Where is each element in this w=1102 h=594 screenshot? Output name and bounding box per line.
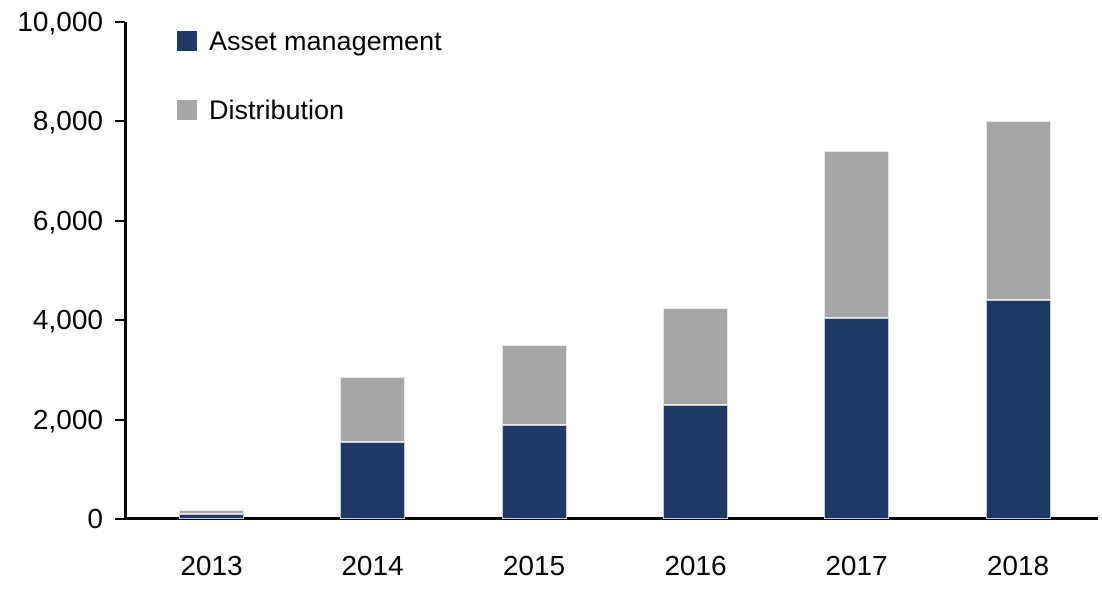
y-axis-label-6-000: 6,000	[32, 204, 103, 236]
bar-segment-2017-distribution	[824, 151, 889, 318]
bar-segment-2018-distribution	[985, 121, 1051, 301]
y-axis-label-10-000: 10,000	[17, 6, 103, 37]
y-axis-tick-2-000	[115, 418, 125, 421]
y-axis-tick-8-000	[115, 120, 125, 123]
legend-label-distribution: Distribution	[209, 94, 345, 125]
y-axis-label-8-000: 8,000	[32, 105, 103, 137]
y-axis-label-0: 0	[87, 503, 103, 534]
x-axis-label-2015: 2015	[502, 550, 566, 581]
x-axis-line	[124, 517, 1098, 520]
legend-label-asset-management: Asset management	[209, 25, 442, 56]
y-axis-tick-6-000	[115, 219, 125, 222]
bar-segment-2013-distribution	[179, 510, 244, 515]
x-axis-label-2016: 2016	[664, 550, 727, 581]
x-axis-label-2013: 2013	[180, 550, 243, 581]
legend-item-asset-management: Asset management	[177, 25, 442, 57]
x-axis-label-2017: 2017	[825, 550, 888, 581]
y-axis-line	[124, 22, 127, 519]
bar-segment-2016-asset-management	[663, 404, 728, 519]
y-axis-tick-10-000	[115, 21, 125, 23]
x-axis-label-2018: 2018	[986, 550, 1050, 581]
bar-segment-2018-asset-management	[985, 300, 1051, 519]
bar-segment-2016-distribution	[663, 307, 728, 405]
legend-swatch-asset-management	[177, 31, 197, 51]
bar-segment-2014-distribution	[340, 376, 405, 442]
y-axis-label-4-000: 4,000	[32, 304, 103, 336]
bar-segment-2013-asset-management	[179, 514, 244, 519]
bar-segment-2014-asset-management	[340, 441, 405, 519]
y-axis-label-2-000: 2,000	[32, 403, 103, 435]
y-axis-tick-4-000	[115, 319, 125, 322]
legend-swatch-distribution	[177, 100, 197, 120]
bar-segment-2015-distribution	[501, 345, 567, 425]
legend: Asset management Distribution	[177, 25, 442, 163]
x-axis-label-2014: 2014	[341, 550, 404, 581]
y-axis-tick-0	[115, 518, 125, 520]
legend-item-distribution: Distribution	[177, 94, 442, 126]
bar-segment-2015-asset-management	[501, 424, 567, 519]
bar-segment-2017-asset-management	[824, 317, 889, 519]
